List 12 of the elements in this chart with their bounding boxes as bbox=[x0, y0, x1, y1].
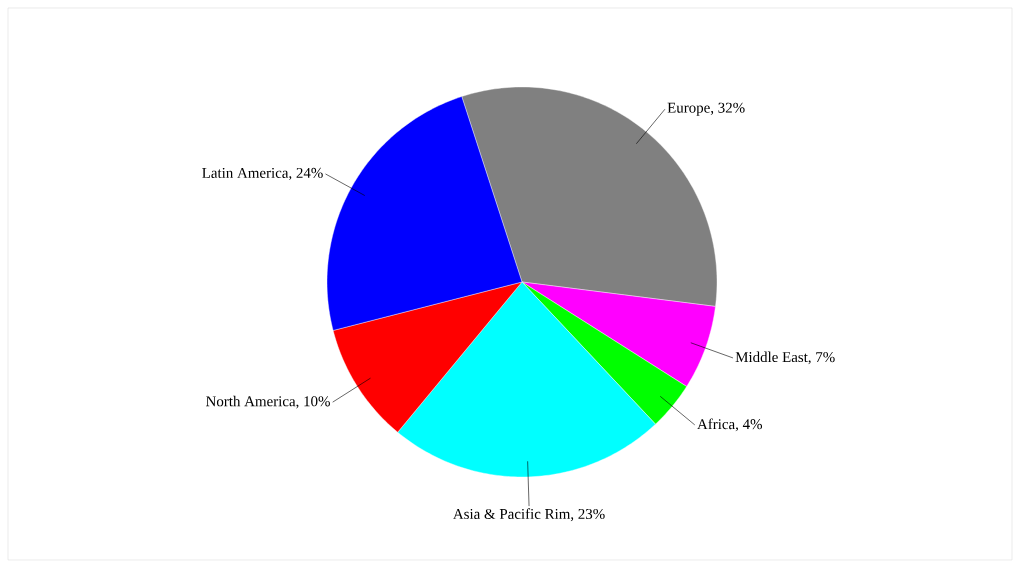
data-label: , 7% bbox=[808, 352, 835, 365]
slice-label: Europe bbox=[667, 102, 710, 116]
data-label: , 10% bbox=[296, 396, 330, 409]
data-label: , 4% bbox=[735, 419, 763, 432]
data-label: , 23% bbox=[570, 508, 605, 522]
data-label: , 32% bbox=[710, 102, 745, 115]
slice-label: North America bbox=[206, 395, 296, 407]
slice-label: Middle East bbox=[735, 351, 808, 363]
slice-label: Latin America bbox=[202, 167, 289, 178]
slice-label: Africa bbox=[697, 418, 735, 430]
slice-label: Asia & Pacific Rim bbox=[453, 508, 571, 519]
data-label: , 24% bbox=[289, 167, 323, 181]
